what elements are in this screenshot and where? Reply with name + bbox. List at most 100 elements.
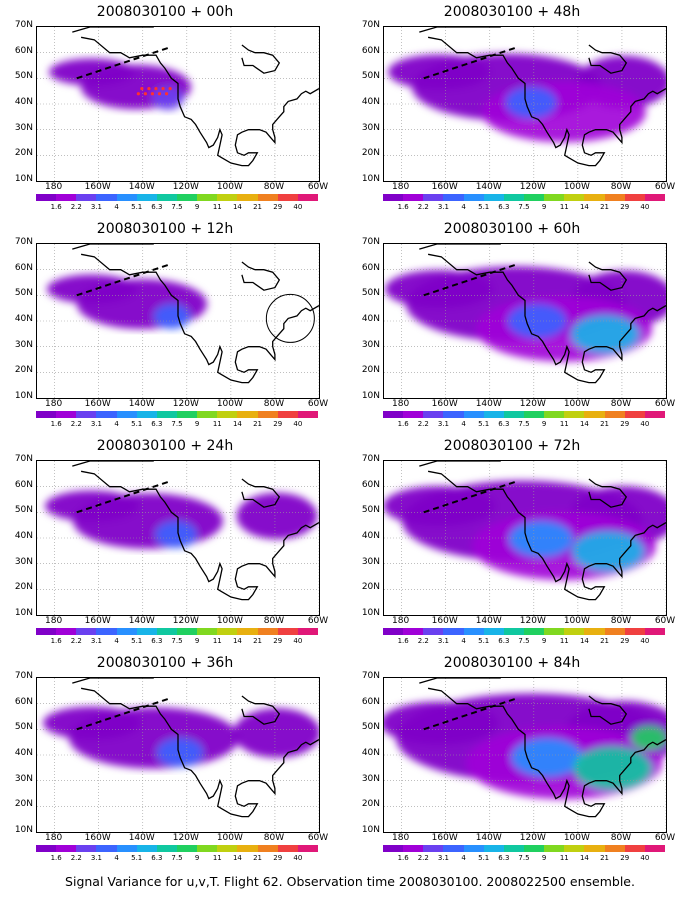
colorbar-tick-label: 14 bbox=[579, 420, 589, 428]
colorbar-tick-label: 7.5 bbox=[171, 203, 183, 211]
colorbar-swatch bbox=[297, 194, 318, 201]
latitude-label: 60N bbox=[14, 45, 33, 56]
colorbar-tick-label: 6.3 bbox=[151, 203, 163, 211]
colorbar-swatch bbox=[56, 411, 77, 418]
latitude-label: 40N bbox=[361, 531, 380, 541]
colorbar bbox=[383, 411, 665, 418]
colorbar-tick-label: 1.6 bbox=[397, 854, 409, 862]
colorbar-tick-label: 1.6 bbox=[397, 203, 409, 211]
colorbar-tick-label: 21 bbox=[600, 420, 610, 428]
coastline bbox=[427, 253, 666, 384]
colorbar-swatch bbox=[176, 194, 198, 201]
variance-shading bbox=[384, 480, 666, 580]
colorbar-tick-label: 6.3 bbox=[498, 420, 510, 428]
variance-shading bbox=[388, 53, 666, 143]
colorbar-tick-label: 29 bbox=[620, 854, 630, 862]
observation-point bbox=[136, 92, 140, 96]
colorbar-labels: 1.6 2.2 3.1 4 5.1 6.3 7.5 9 11 14 21 29 40 bbox=[36, 637, 318, 647]
latitude-label: 40N bbox=[14, 748, 33, 758]
coastline bbox=[241, 478, 281, 508]
flight-track bbox=[76, 46, 170, 80]
colorbar-swatch bbox=[403, 411, 424, 418]
variance-map bbox=[384, 461, 666, 615]
longitude-label: 60W bbox=[307, 182, 329, 192]
colorbar-swatch bbox=[483, 411, 504, 418]
colorbar-swatch bbox=[544, 628, 565, 635]
latitude-label: 30N bbox=[14, 339, 33, 350]
colorbar-tick-label: 2.2 bbox=[70, 203, 82, 211]
longitude-label: 140W bbox=[128, 616, 155, 626]
colorbar-tick-label: 21 bbox=[253, 420, 263, 428]
coastline bbox=[419, 27, 501, 33]
colorbar-tick-label: 29 bbox=[273, 637, 283, 645]
colorbar-tick-label: 14 bbox=[232, 637, 242, 645]
colorbar-swatch bbox=[56, 628, 77, 635]
colorbar-swatch bbox=[237, 628, 258, 635]
colorbar-swatch bbox=[604, 194, 625, 201]
latitude-label: 30N bbox=[361, 556, 380, 567]
colorbar-tick-label: 21 bbox=[600, 637, 610, 645]
colorbar-swatch bbox=[423, 845, 444, 852]
coastline bbox=[241, 261, 281, 291]
colorbar-tick-label: 3.1 bbox=[437, 420, 449, 428]
latitude-label: 10N bbox=[361, 391, 380, 401]
colorbar-tick-label: 5.1 bbox=[478, 420, 490, 428]
observation-point bbox=[150, 92, 155, 96]
latitude-label: 10N bbox=[361, 608, 380, 618]
longitude-label: 100W bbox=[216, 399, 243, 409]
panel-title: 2008030100 + 72h bbox=[443, 438, 581, 454]
colorbar-swatch bbox=[403, 628, 424, 635]
colorbar-swatch bbox=[96, 194, 117, 201]
colorbar-labels: 1.6 2.2 3.1 4 5.1 6.3 7.5 9 11 14 21 29 40 bbox=[383, 203, 665, 213]
colorbar-tick-label: 5.1 bbox=[478, 203, 490, 211]
latitude-label: 10N bbox=[14, 825, 33, 835]
colorbar-swatch bbox=[136, 628, 157, 635]
longitude-label: 80W bbox=[263, 399, 285, 409]
map-panel: 2008030100 + 12h 70N 60N 50N 40N 30N 20N 10N 180… bbox=[0, 221, 330, 436]
coastline bbox=[80, 36, 319, 167]
colorbar-tick-label: 40 bbox=[293, 420, 303, 428]
colorbar-swatch bbox=[36, 411, 57, 418]
colorbar-tick-label: 4 bbox=[114, 637, 119, 645]
variance-map bbox=[37, 244, 319, 398]
flight-track bbox=[423, 263, 517, 297]
latitude-label: 20N bbox=[361, 148, 380, 159]
longitude-label: 120W bbox=[172, 616, 199, 626]
flight-track bbox=[423, 697, 517, 731]
panel-title: 2008030100 + 24h bbox=[96, 438, 234, 454]
colorbar-swatch bbox=[217, 845, 238, 852]
colorbar-swatch bbox=[277, 628, 298, 635]
colorbar-swatch bbox=[76, 194, 97, 201]
longitude-label: 120W bbox=[172, 833, 199, 843]
colorbar-swatch bbox=[423, 194, 444, 201]
coastline bbox=[427, 470, 666, 601]
colorbar-swatch bbox=[383, 628, 404, 635]
colorbar-swatch bbox=[257, 411, 278, 418]
latitude-label: 60N bbox=[14, 262, 33, 273]
longitude-label: 180 bbox=[392, 616, 410, 626]
colorbar-tick-label: 4 bbox=[461, 637, 466, 645]
colorbar-tick-label: 6.3 bbox=[151, 854, 163, 862]
latitude-label: 20N bbox=[361, 582, 380, 593]
panel-title: 2008030100 + 60h bbox=[443, 221, 581, 237]
colorbar-swatch bbox=[197, 411, 218, 418]
colorbar-tick-label: 40 bbox=[293, 203, 303, 211]
colorbar-swatch bbox=[197, 194, 218, 201]
colorbar-swatch bbox=[584, 845, 605, 852]
colorbar-swatch bbox=[156, 194, 177, 201]
coastline bbox=[588, 478, 628, 508]
colorbar-tick-label: 21 bbox=[253, 854, 263, 862]
panel-title: 2008030100 + 00h bbox=[96, 4, 234, 20]
longitude-label: 60W bbox=[654, 833, 676, 843]
colorbar bbox=[36, 194, 318, 201]
colorbar-tick-label: 40 bbox=[640, 203, 650, 211]
colorbar-swatch bbox=[176, 411, 198, 418]
panel-title: 2008030100 + 12h bbox=[96, 221, 234, 237]
colorbar-tick-label: 7.5 bbox=[518, 203, 530, 211]
longitude-label: 100W bbox=[563, 616, 590, 626]
colorbar-swatch bbox=[443, 628, 464, 635]
colorbar-tick-label: 21 bbox=[253, 637, 263, 645]
longitude-label: 60W bbox=[654, 182, 676, 192]
target-circle bbox=[265, 293, 315, 343]
latitude-label: 50N bbox=[361, 722, 380, 733]
